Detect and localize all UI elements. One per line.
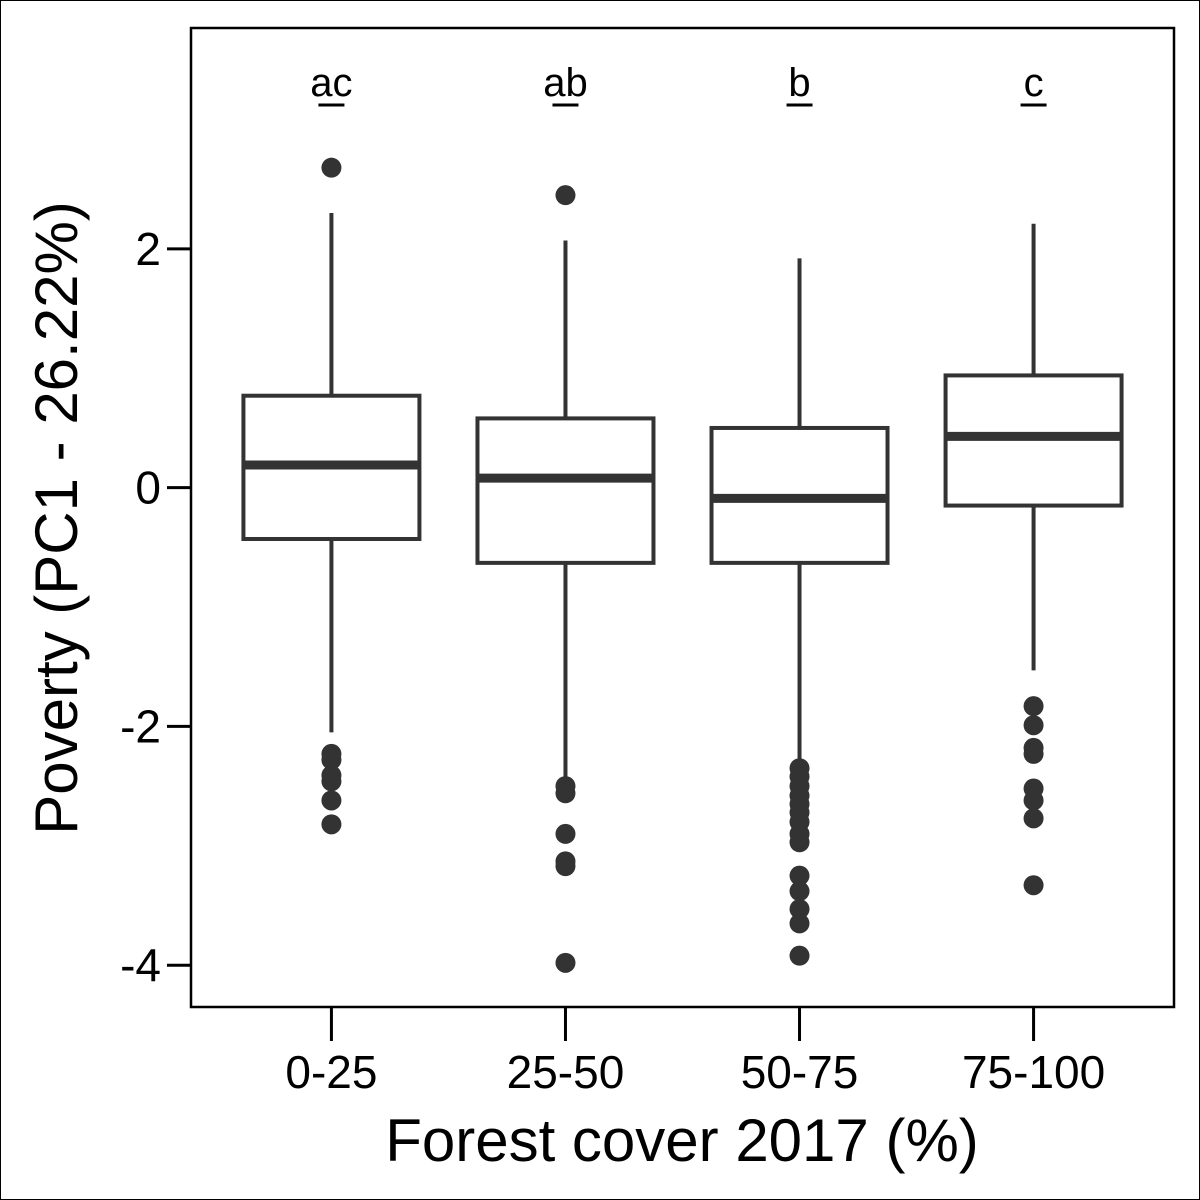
outlier-point xyxy=(555,185,576,206)
significance-letter: c xyxy=(1024,61,1044,105)
boxes-layer: ac ab b c xyxy=(241,61,1124,973)
outlier-point xyxy=(1023,808,1044,829)
outlier-point xyxy=(1023,790,1044,811)
x-tick-label: 0-25 xyxy=(285,1046,377,1098)
axes-layer: 0-25 25-50 50-75 75-100 -4 -2 0 2 xyxy=(120,223,1105,1098)
box-group: b xyxy=(709,61,890,966)
box-group: ac xyxy=(241,61,422,835)
x-tick-label: 50-75 xyxy=(741,1046,859,1098)
outlier-point xyxy=(321,157,342,178)
outlier-point xyxy=(1023,696,1044,717)
outlier-point xyxy=(321,790,342,811)
y-tick-label: -2 xyxy=(120,700,161,752)
significance-letter: ac xyxy=(310,61,352,105)
x-tick-label: 25-50 xyxy=(507,1046,625,1098)
y-tick-label: 2 xyxy=(135,223,161,275)
outlier-point xyxy=(789,899,810,920)
outlier-point xyxy=(789,865,810,886)
significance-letter: ab xyxy=(543,61,588,105)
outlier-point xyxy=(1023,743,1044,764)
x-tick-label: 75-100 xyxy=(962,1046,1105,1098)
outlier-point xyxy=(789,881,810,902)
box-group: c xyxy=(943,61,1124,896)
outlier-point xyxy=(555,856,576,877)
outlier-point xyxy=(321,814,342,835)
outlier-point xyxy=(789,945,810,966)
outlier-point xyxy=(789,832,810,853)
outlier-point xyxy=(1023,715,1044,736)
outlier-point xyxy=(321,749,342,770)
significance-letter: b xyxy=(788,61,810,105)
outlier-point xyxy=(555,952,576,973)
outlier-point xyxy=(1023,875,1044,896)
outlier-point xyxy=(555,783,576,804)
box-group: ab xyxy=(475,61,656,973)
y-axis-title: Poverty (PC1 - 26.22%) xyxy=(23,201,90,835)
plot-panel-border xyxy=(189,26,1176,1009)
y-tick-label: -4 xyxy=(120,939,161,991)
x-axis-title: Forest cover 2017 (%) xyxy=(385,1107,979,1174)
y-tick-label: 0 xyxy=(135,462,161,514)
iqr-box xyxy=(475,416,656,565)
outlier-point xyxy=(789,913,810,934)
outlier-point xyxy=(321,771,342,792)
outlier-point xyxy=(555,823,576,844)
